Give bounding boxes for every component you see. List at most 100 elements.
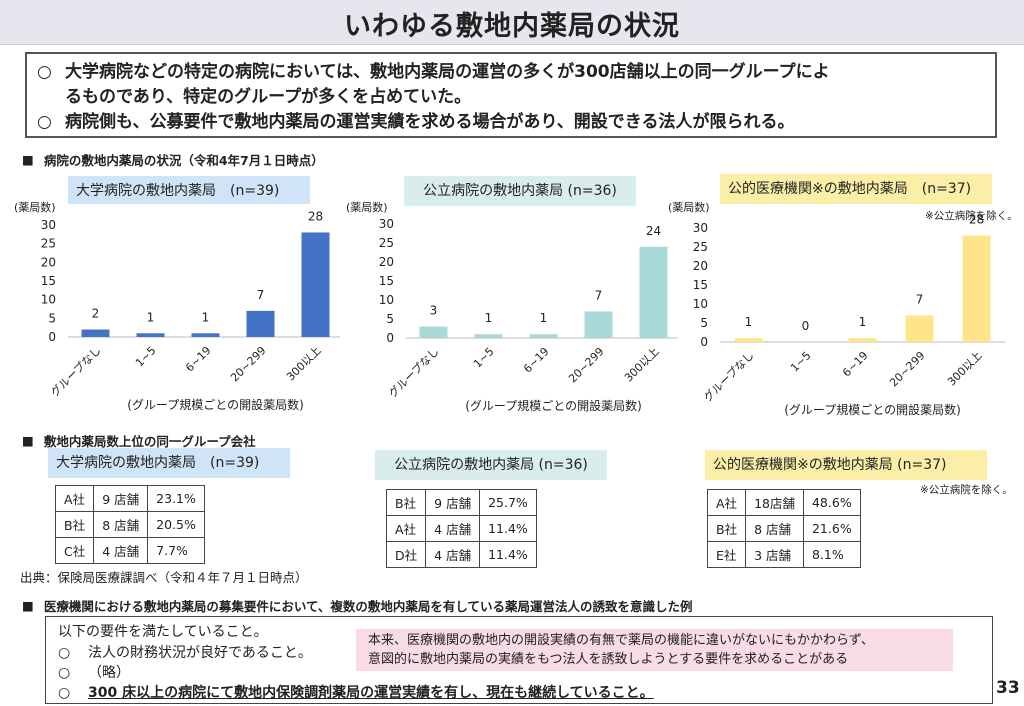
x-tick-label: 1~5 (133, 344, 159, 370)
section-marker: ■ (22, 598, 34, 613)
store-count-cell: 4 店舗 (93, 537, 149, 564)
bar-chart-university: (薬局数) 0 5 10 15 20 25 30 2 グループなし 1 1~5 1 6~19 7 20~299… (14, 201, 340, 412)
y-tick-label: 25 (379, 236, 394, 250)
requirements-intro: 以下の要件を満たしていること。 (58, 624, 268, 640)
y-tick-label: 20 (693, 259, 708, 273)
bullet: ○ (37, 112, 52, 132)
store-count-cell: 18店舗 (745, 489, 804, 516)
store-count-cell: 4 店舗 (425, 515, 481, 542)
bar (474, 334, 503, 338)
requirement-text: 300 床以上の病院にて敷地内保険調剤薬局の運営実績を有し、現在も継続しているこ… (88, 685, 654, 701)
rank-table-public: B社 9 店舗 25.7% A社 4 店舗 11.4% D社 4 店舗 11.4% (385, 489, 537, 568)
highlight-note-line: 本来、医療機関の敷地内の開設実績の有無で薬局の機能に違いがないにもかかわらず、 (368, 633, 874, 648)
section-title-text: 敷地内薬局数上位の同一グループ会社 (43, 434, 256, 449)
company-cell: A社 (54, 485, 95, 512)
x-tick-label: 6~19 (521, 345, 552, 376)
store-count-cell: 3 店舗 (745, 541, 804, 568)
highlight-note: 本来、医療機関の敷地内の開設実績の有無で薬局の機能に違いがないにもかかわらず、 … (356, 629, 953, 671)
table-label-semi-public: 公的医療機関※の敷地内薬局 (n=37) (705, 450, 987, 480)
section-title-2: ■ 敷地内薬局数上位の同一グループ会社 (22, 431, 256, 450)
table-label-university: 大学病院の敷地内薬局 (n=39) (48, 448, 290, 478)
data-label: 28 (308, 209, 323, 223)
table-row: E社 3 店舗 8.1% (706, 541, 861, 568)
page-number: 33 (996, 678, 1020, 698)
x-axis-label: (グループ規模ごとの開設薬局数) (127, 397, 304, 412)
bar (529, 334, 558, 338)
y-axis-label: (薬局数) (346, 201, 388, 214)
company-cell: D社 (385, 541, 427, 568)
bar-chart-semi-public: (薬局数)0510152025301グループなし01~516~19720~299… (668, 201, 1005, 417)
data-label: 1 (202, 310, 210, 324)
company-cell: B社 (706, 515, 747, 542)
bullet: ○ (58, 685, 71, 701)
bar (246, 310, 275, 337)
store-count-cell: 9 店舗 (425, 489, 481, 516)
source-note: 出典：保険局医療課調べ（令和４年７月１日時点） (20, 570, 308, 585)
x-tick-label: グループなし (701, 348, 757, 404)
bar (639, 246, 668, 338)
data-label: 7 (916, 292, 924, 306)
share-cell: 7.7% (147, 537, 205, 564)
table-row: A社 18店舗 48.6% (706, 489, 861, 516)
data-label: 24 (646, 224, 661, 238)
summary-text: るものであり、特定のグループが多くを占めていた。 (65, 87, 472, 107)
store-count-cell: 4 店舗 (425, 541, 481, 568)
bar (734, 338, 763, 342)
share-cell: 8.1% (802, 541, 861, 568)
bullet: ○ (37, 62, 52, 82)
chart-title-public: 公立病院の敷地内薬局 (n=36) (404, 176, 636, 206)
bar (419, 326, 448, 338)
bullet: ○ (58, 645, 71, 661)
requirements-box: 以下の要件を満たしていること。 ○ 法人の財務状況が良好であること。 ○ （略） ○… (45, 616, 993, 704)
y-tick-label: 15 (693, 278, 708, 292)
y-tick-label: 10 (41, 293, 56, 307)
y-tick-label: 0 (700, 335, 708, 349)
table-row: B社 8 店舗 21.6% (706, 515, 861, 542)
data-label: 1 (485, 311, 493, 325)
x-tick-label: 6~19 (183, 344, 214, 375)
data-label: 1 (745, 315, 753, 329)
bullet: ○ (58, 665, 71, 681)
table-row: A社 4 店舗 11.4% (385, 515, 537, 542)
y-tick-label: 15 (379, 274, 394, 288)
requirement-text: 法人の財務状況が良好であること。 (88, 645, 312, 661)
requirement-item: ○ （略） (58, 662, 130, 682)
section-title-text: 医療機関における敷地内薬局の募集要件において、複数の敷地内薬局を有している薬局運… (43, 599, 693, 614)
x-axis-label: (グループ規模ごとの開設薬局数) (784, 402, 961, 417)
y-tick-label: 20 (41, 255, 56, 269)
y-tick-label: 5 (700, 316, 708, 330)
bar-chart-public: (薬局数) 0 5 10 15 20 25 30 3 グループなし 1 1~5 1 6~19 7 20~299… (346, 201, 678, 413)
data-label: 1 (859, 315, 867, 329)
summary-text: 大学病院などの特定の病院においては、敷地内薬局の運営の多くが300店舗以上の同一… (65, 62, 830, 82)
store-count-cell: 9 店舗 (93, 485, 149, 512)
store-count-cell: 8 店舗 (93, 511, 149, 538)
company-cell: B社 (385, 489, 427, 516)
bar (848, 338, 877, 342)
x-axis-label: (グループ規模ごとの開設薬局数) (465, 398, 642, 413)
data-label: 3 (430, 304, 438, 318)
chart-title-text: 公的医療機関※の敷地内薬局 (n=37) (728, 181, 972, 197)
bullet (37, 85, 65, 110)
data-label: 1 (147, 310, 155, 324)
section-title-1: ■ 病院の敷地内薬局の状況（令和4年7月１日時点） (22, 150, 324, 169)
x-tick-label: 1~5 (788, 349, 814, 375)
x-tick-label: 20~299 (228, 344, 268, 384)
data-label: 7 (257, 288, 265, 302)
y-axis-label: (薬局数) (14, 201, 56, 214)
company-cell: A社 (706, 489, 747, 516)
x-tick-label: 20~299 (566, 345, 606, 385)
table-label-public: 公立病院の敷地内薬局 (n=36) (375, 450, 607, 480)
y-tick-label: 10 (379, 293, 394, 307)
requirement-text: （略） (88, 665, 130, 681)
bar (584, 311, 613, 338)
summary-line: ○ 大学病院などの特定の病院においては、敷地内薬局の運営の多くが300店舗以上の同… (37, 60, 985, 85)
y-tick-label: 25 (693, 240, 708, 254)
y-tick-label: 0 (48, 330, 56, 344)
section-title-3: ■ 医療機関における敷地内薬局の募集要件において、複数の敷地内薬局を有している薬… (22, 596, 692, 615)
share-cell: 23.1% (147, 485, 205, 512)
data-label: 1 (540, 311, 548, 325)
table-row: D社 4 店舗 11.4% (385, 541, 537, 568)
company-cell: E社 (706, 541, 747, 568)
data-label: 28 (969, 213, 984, 227)
y-tick-label: 30 (41, 218, 56, 232)
